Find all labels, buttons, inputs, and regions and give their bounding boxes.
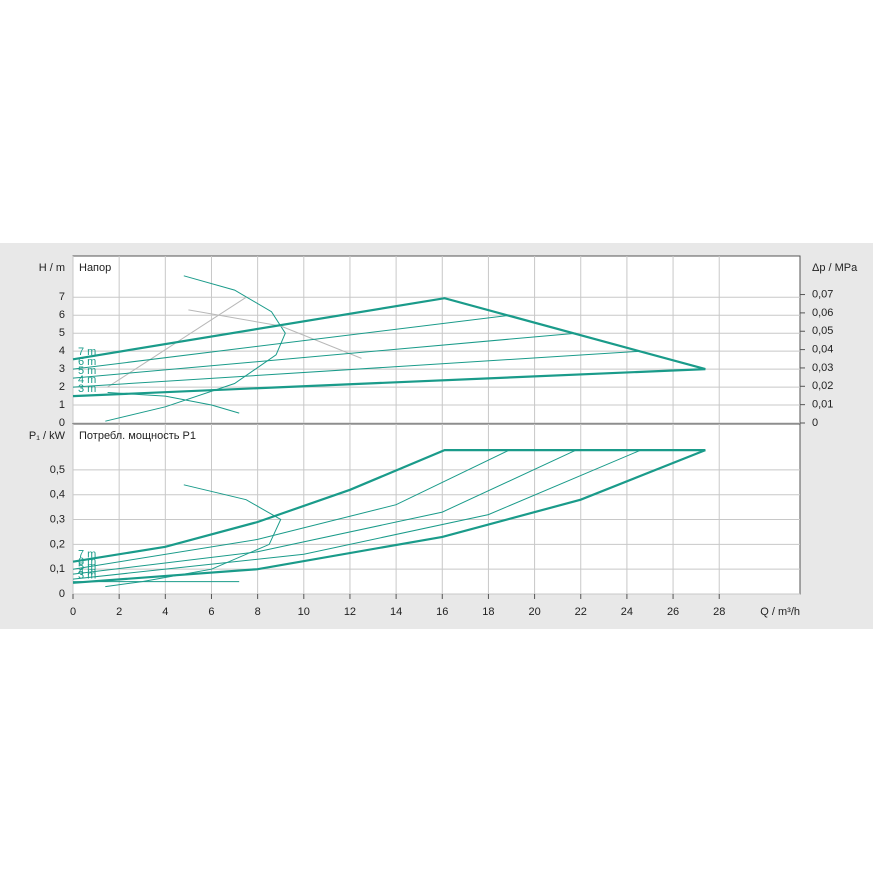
series-line — [72, 314, 510, 370]
x-tick-label: 12 — [344, 606, 356, 618]
x-tick-label: 26 — [667, 606, 679, 618]
series-label: 6 m — [78, 356, 96, 368]
y-tick-label: 4 — [59, 345, 65, 357]
x-tick-label: 28 — [713, 606, 725, 618]
x-axis-label: Q / m³/h — [760, 606, 800, 618]
y2-axis-label: Δp / MPa — [812, 262, 858, 274]
y-tick-label: 0,4 — [50, 489, 65, 501]
y-tick-label: 0,1 — [50, 563, 65, 575]
y-tick-label: 0 — [59, 588, 65, 600]
panel-title: Потребл. мощность P1 — [79, 430, 196, 442]
x-tick-label: 24 — [621, 606, 633, 618]
series-label: 5 m — [78, 365, 96, 377]
series-line — [72, 449, 577, 575]
x-tick-label: 14 — [390, 606, 402, 618]
y2-tick-label: 0,06 — [812, 307, 833, 319]
series-label: 7 m — [78, 549, 96, 561]
y-axis-label: H / m — [39, 262, 65, 274]
x-tick-label: 6 — [208, 606, 214, 618]
y2-tick-label: 0,05 — [812, 325, 833, 337]
x-tick-label: 0 — [70, 606, 76, 618]
y-tick-label: 0,3 — [50, 513, 65, 525]
plot-area — [72, 255, 801, 424]
y-tick-label: 0,2 — [50, 538, 65, 550]
y-tick-label: 6 — [59, 309, 65, 321]
y2-tick-label: 0,02 — [812, 380, 833, 392]
panel-title: Напор — [79, 262, 111, 274]
y-tick-label: 5 — [59, 327, 65, 339]
y-axis-label: P₁ / kW — [29, 430, 66, 442]
x-tick-label: 8 — [255, 606, 261, 618]
series-line — [72, 297, 706, 371]
y2-tick-label: 0 — [812, 417, 818, 429]
y2-tick-label: 0,04 — [812, 343, 833, 355]
y-tick-label: 0 — [59, 417, 65, 429]
x-tick-label: 22 — [575, 606, 587, 618]
series-line — [72, 449, 510, 570]
series-line — [72, 449, 641, 580]
x-tick-label: 20 — [528, 606, 540, 618]
series-label: 7 m — [78, 346, 96, 358]
x-tick-label: 10 — [298, 606, 310, 618]
y-tick-label: 1 — [59, 399, 65, 411]
x-tick-label: 4 — [162, 606, 168, 618]
series-label: 4 m — [78, 374, 96, 386]
y-tick-label: 3 — [59, 363, 65, 375]
y2-tick-label: 0,07 — [812, 288, 833, 300]
series-line — [72, 449, 706, 584]
series-label: 3 m — [78, 383, 96, 395]
series-line — [72, 350, 641, 388]
y2-tick-label: 0,03 — [812, 362, 833, 374]
series-label: 3 m — [78, 570, 96, 582]
y-tick-label: 0,5 — [50, 464, 65, 476]
series-label: 4 m — [78, 566, 96, 578]
series-label: 6 m — [78, 556, 96, 568]
series-line — [72, 332, 577, 379]
series-label: 5 m — [78, 561, 96, 573]
x-tick-label: 2 — [116, 606, 122, 618]
series-line — [72, 368, 706, 398]
series-line — [72, 449, 706, 563]
y2-tick-label: 0,01 — [812, 399, 833, 411]
aux-curve — [105, 275, 286, 422]
y-tick-label: 7 — [59, 291, 65, 303]
x-tick-label: 18 — [482, 606, 494, 618]
y-tick-label: 2 — [59, 381, 65, 393]
x-tick-label: 16 — [436, 606, 448, 618]
